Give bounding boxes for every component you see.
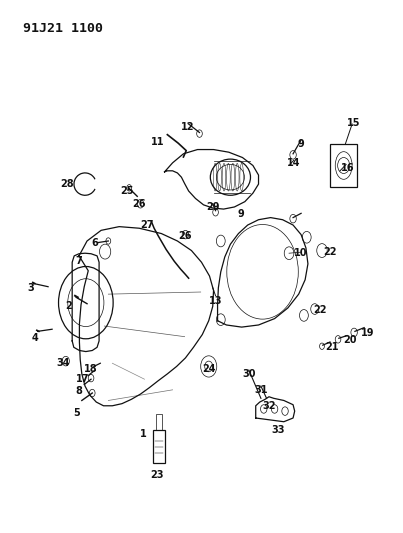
Text: 91J21 1100: 91J21 1100 bbox=[23, 22, 103, 35]
Text: 30: 30 bbox=[242, 369, 256, 379]
Text: 5: 5 bbox=[74, 408, 80, 418]
Text: 28: 28 bbox=[60, 179, 74, 189]
Text: 22: 22 bbox=[323, 247, 337, 256]
Bar bbox=[156, 414, 162, 430]
Text: 16: 16 bbox=[341, 163, 355, 173]
Text: 25: 25 bbox=[120, 186, 134, 196]
Text: 23: 23 bbox=[151, 470, 164, 480]
Text: 18: 18 bbox=[84, 364, 98, 374]
Text: 33: 33 bbox=[272, 425, 285, 435]
Text: 8: 8 bbox=[76, 386, 83, 397]
Text: 14: 14 bbox=[287, 158, 301, 168]
Text: 27: 27 bbox=[141, 220, 154, 230]
Text: 26: 26 bbox=[133, 199, 146, 209]
Text: 3: 3 bbox=[27, 283, 34, 293]
Text: 9: 9 bbox=[237, 209, 244, 220]
Text: 12: 12 bbox=[181, 122, 194, 132]
Text: 26: 26 bbox=[178, 231, 191, 241]
Text: 29: 29 bbox=[206, 202, 220, 212]
Text: 4: 4 bbox=[31, 333, 38, 343]
Text: 1: 1 bbox=[140, 429, 147, 439]
Text: 9: 9 bbox=[298, 139, 305, 149]
Text: 32: 32 bbox=[262, 401, 276, 411]
Text: 6: 6 bbox=[92, 238, 98, 247]
Text: 22: 22 bbox=[313, 305, 327, 315]
Text: 24: 24 bbox=[202, 364, 216, 374]
Bar bbox=[153, 430, 164, 463]
Text: 10: 10 bbox=[294, 248, 308, 258]
Text: 17: 17 bbox=[76, 374, 90, 384]
Text: 19: 19 bbox=[361, 328, 375, 338]
Text: 15: 15 bbox=[347, 118, 361, 128]
Text: 21: 21 bbox=[325, 342, 339, 352]
Text: 13: 13 bbox=[209, 296, 222, 306]
Text: 2: 2 bbox=[66, 301, 73, 311]
Text: 11: 11 bbox=[151, 136, 164, 147]
Bar bbox=[330, 144, 357, 187]
Text: 34: 34 bbox=[56, 358, 70, 368]
Text: 7: 7 bbox=[76, 256, 82, 266]
Text: 31: 31 bbox=[254, 385, 268, 395]
Text: 20: 20 bbox=[343, 335, 357, 345]
